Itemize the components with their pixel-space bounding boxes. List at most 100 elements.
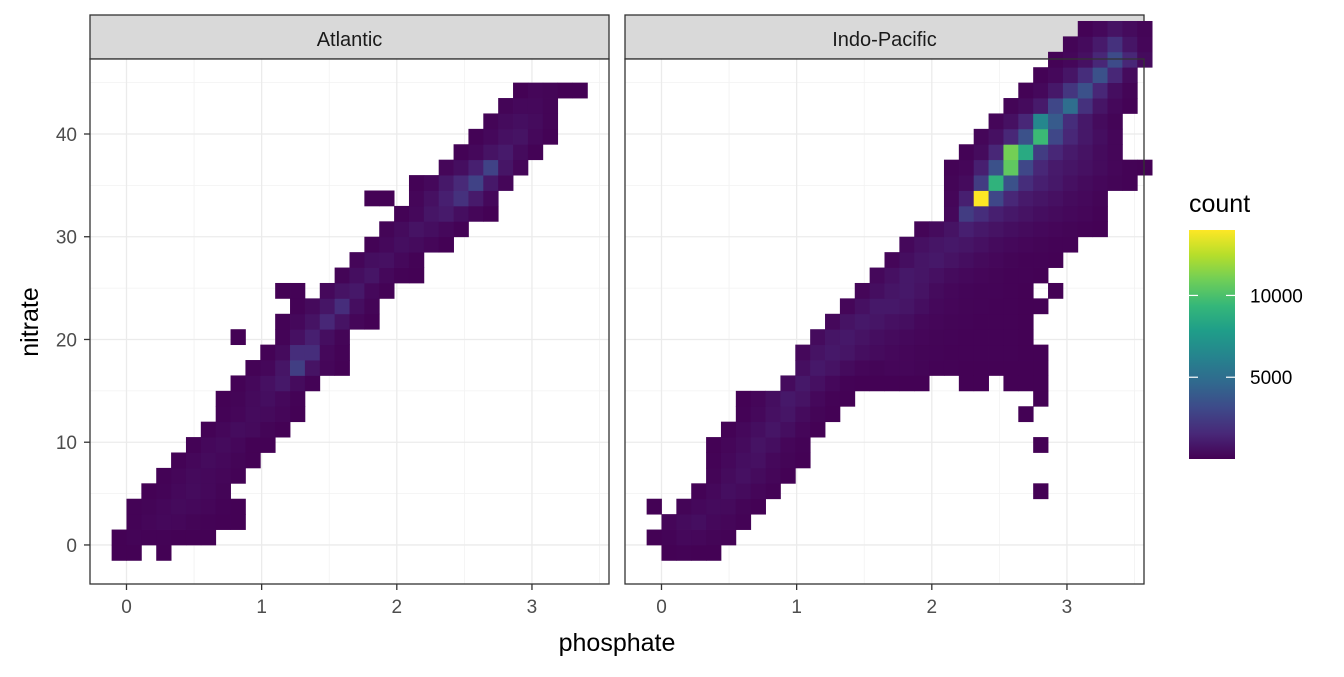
heatmap-cell xyxy=(943,282,960,299)
heatmap-cell xyxy=(1092,20,1108,37)
heatmap-cell xyxy=(468,190,484,207)
heatmap-cell xyxy=(1107,36,1123,53)
heatmap-cell xyxy=(171,452,187,469)
legend-title: count xyxy=(1189,190,1250,218)
heatmap-cell xyxy=(379,236,395,253)
heatmap-cell xyxy=(1077,98,1094,114)
heatmap-cell xyxy=(275,360,291,376)
heatmap-cell xyxy=(1048,236,1064,253)
heatmap-cell xyxy=(394,205,410,222)
heatmap-cell xyxy=(869,344,885,361)
heatmap-cell xyxy=(929,221,945,238)
heatmap-cell xyxy=(1092,190,1108,207)
heatmap-cell xyxy=(349,267,365,284)
heatmap-cell xyxy=(453,144,469,161)
heatmap-cell xyxy=(750,406,766,423)
x-tick-label: 3 xyxy=(1062,597,1073,618)
heatmap-cell xyxy=(171,467,187,484)
x-tick-label: 1 xyxy=(791,597,802,618)
heatmap-cell xyxy=(1003,344,1019,361)
heatmap-cell xyxy=(795,437,811,453)
heatmap-cell xyxy=(423,190,440,207)
heatmap-cell xyxy=(1048,159,1064,176)
heatmap-cell xyxy=(483,205,499,222)
heatmap-cell xyxy=(513,159,529,176)
heatmap-cell xyxy=(126,498,142,515)
heatmap-cell xyxy=(765,406,781,423)
y-tick-label: 40 xyxy=(56,125,77,146)
heatmap-cell xyxy=(379,282,395,299)
heatmap-cell xyxy=(245,437,261,453)
heatmap-cell xyxy=(973,344,989,361)
heatmap-cell xyxy=(1122,36,1138,53)
heatmap-cell xyxy=(200,421,217,438)
heatmap-cell xyxy=(884,360,900,376)
heatmap-cell xyxy=(1048,98,1064,114)
heatmap-cell xyxy=(706,544,722,561)
heatmap-cell xyxy=(720,421,737,438)
heatmap-cell xyxy=(1107,20,1123,37)
heatmap-cell xyxy=(1048,51,1064,68)
heatmap-cell xyxy=(245,421,261,438)
heatmap-cell xyxy=(929,360,945,376)
heatmap-cell xyxy=(646,498,662,515)
heatmap-cell xyxy=(334,313,350,330)
heatmap-cell xyxy=(557,82,573,99)
heatmap-cell xyxy=(438,236,454,253)
heatmap-cell xyxy=(1018,282,1034,299)
heatmap-cell xyxy=(1077,205,1094,222)
heatmap-cell xyxy=(1107,144,1123,161)
heatmap-cell xyxy=(720,437,737,453)
heatmap-cell xyxy=(899,236,915,253)
heatmap-cell xyxy=(319,282,336,299)
heatmap-cell xyxy=(394,267,410,284)
heatmap-cell xyxy=(795,360,811,376)
heatmap-cell xyxy=(215,498,231,515)
heatmap-cell xyxy=(720,498,737,515)
heatmap-cell xyxy=(408,236,425,253)
heatmap-cell xyxy=(126,514,142,530)
heatmap-cell xyxy=(156,467,172,484)
heatmap-cell xyxy=(513,144,529,161)
heatmap-cell xyxy=(185,498,202,515)
heatmap-cell xyxy=(661,544,677,561)
heatmap-cell xyxy=(750,421,766,438)
heatmap-cell xyxy=(1033,98,1049,114)
heatmap-cell xyxy=(929,252,945,268)
heatmap-cell xyxy=(483,159,499,176)
heatmap-cell xyxy=(171,483,187,500)
heatmap-cell xyxy=(364,267,380,284)
heatmap-cell xyxy=(1018,190,1034,207)
heatmap-cell xyxy=(1003,267,1019,284)
heatmap-cell xyxy=(200,452,217,469)
heatmap-cell xyxy=(958,236,975,253)
heatmap-cell xyxy=(1077,128,1094,145)
heatmap-cell xyxy=(230,467,246,484)
panel-border-atlantic xyxy=(89,58,610,585)
heatmap-cell xyxy=(453,175,469,191)
heatmap-cell xyxy=(795,375,811,392)
heatmap-cell xyxy=(706,437,722,453)
heatmap-cell xyxy=(1048,144,1064,161)
heatmap-cell xyxy=(230,375,246,392)
heatmap-cell xyxy=(572,82,588,99)
heatmap-cell xyxy=(1033,82,1049,99)
heatmap-cell xyxy=(513,113,529,130)
heatmap-cell xyxy=(215,421,231,438)
heatmap-cell xyxy=(1018,159,1034,176)
heatmap-cell xyxy=(1003,113,1019,130)
heatmap-cell xyxy=(245,360,261,376)
heatmap-cell xyxy=(943,267,960,284)
heatmap-cell xyxy=(438,190,454,207)
heatmap-cell xyxy=(453,159,469,176)
heatmap-cell xyxy=(810,344,826,361)
heatmap-cell xyxy=(795,344,811,361)
heatmap-cell xyxy=(899,360,915,376)
heatmap-cell xyxy=(141,514,157,530)
heatmap-cell xyxy=(780,406,796,423)
heatmap-cell xyxy=(973,159,989,176)
heatmap-cell xyxy=(973,329,989,346)
heatmap-cell xyxy=(527,113,544,130)
heatmap-cell xyxy=(750,437,766,453)
heatmap-cell xyxy=(750,483,766,500)
